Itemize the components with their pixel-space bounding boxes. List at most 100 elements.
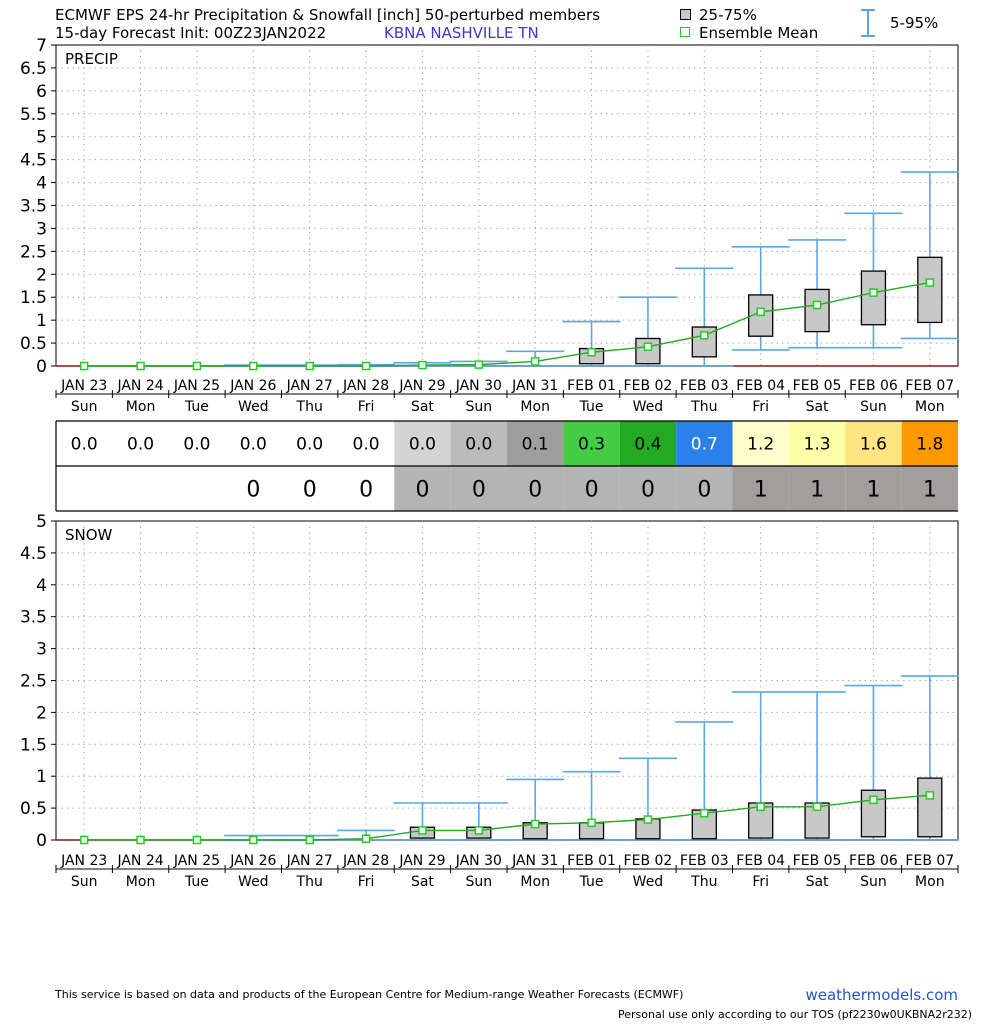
precip-table-cell	[225, 421, 282, 466]
precip-date-label: JAN 24	[116, 378, 163, 394]
precip-table-value: 1.3	[804, 435, 831, 455]
precip-table-cell	[281, 421, 338, 466]
precip-ytick-label: 3	[36, 219, 47, 239]
precip-table-value: 0.7	[691, 435, 718, 455]
snow-date-label: FEB 07	[905, 853, 954, 869]
precip-ytick-label: 2.5	[20, 242, 47, 262]
snow-table-value: 0	[528, 477, 542, 502]
snow-date-label: FEB 03	[680, 853, 729, 869]
precip-table-value: 1.6	[860, 435, 887, 455]
precip-date-label: JAN 23	[60, 378, 107, 394]
snow-table-value: 0	[246, 477, 260, 502]
precip-table-cell	[788, 421, 846, 466]
snow-ytick-label: 1	[36, 767, 47, 787]
snow-weekday-label: Tue	[579, 874, 604, 890]
snow-table-cell	[168, 466, 226, 511]
precip-weekday-label: Sun	[465, 399, 492, 415]
precip-ytick-label: 4	[36, 174, 47, 194]
precip-table-value: 0.4	[634, 435, 661, 455]
precip-table-value: 0.0	[183, 435, 210, 455]
snow-table-value: 0	[697, 477, 711, 502]
precip-iqr-box	[804, 288, 830, 333]
precip-table-value: 0.0	[296, 435, 323, 455]
snow-weekday-label: Wed	[633, 874, 664, 890]
precip-mean-marker	[587, 347, 596, 357]
footer-site-link[interactable]: weathermodels.com	[805, 986, 958, 1004]
forecast-init: 15-day Forecast Init: 00Z23JAN2022	[55, 24, 327, 42]
legend-mean-swatch	[680, 27, 690, 37]
snow-weekday-label: Wed	[238, 874, 269, 890]
chart-title: ECMWF EPS 24-hr Precipitation & Snowfall…	[55, 6, 601, 24]
precip-ytick-label: 7	[36, 36, 47, 56]
snow-date-label: JAN 25	[173, 853, 220, 869]
precip-iqr-box	[860, 270, 887, 326]
snow-ytick-label: 0	[36, 831, 47, 851]
precip-weekday-label: Wed	[238, 399, 269, 415]
precip-weekday-label: Sat	[806, 399, 829, 415]
precip-mean-marker	[361, 361, 371, 371]
precip-mean-marker	[192, 361, 202, 371]
precip-date-label: JAN 25	[173, 378, 220, 394]
precip-mean-marker	[305, 361, 314, 371]
snow-ytick-label: 5	[36, 512, 47, 532]
legend-box-label: 25-75%	[699, 6, 757, 24]
precip-weekday-label: Sun	[860, 399, 887, 415]
precip-ytick-label: 2	[36, 265, 47, 285]
snow-iqr-box	[917, 777, 943, 838]
precip-weekday-label: Mon	[915, 399, 945, 415]
snow-ytick-label: 0.5	[20, 799, 47, 819]
precip-table-value: 1.2	[747, 435, 774, 455]
precip-table-cell	[507, 421, 564, 466]
snow-date-label: JAN 26	[229, 853, 276, 869]
precip-table-value: 0.0	[127, 435, 154, 455]
snow-date-label: JAN 24	[116, 853, 163, 869]
snow-table-value: 1	[754, 477, 768, 502]
footer-tos: Personal use only according to our TOS (…	[618, 1008, 972, 1021]
precip-table-cell	[676, 421, 733, 466]
legend-whisker-icon	[861, 9, 875, 37]
snow-weekday-label: Mon	[520, 874, 550, 890]
snow-date-label: JAN 29	[398, 853, 445, 869]
precip-mean-marker	[249, 361, 258, 371]
snow-table-value: 0	[641, 477, 655, 502]
snow-weekday-label: Sun	[465, 874, 492, 890]
snow-ytick-label: 3	[36, 640, 47, 660]
snow-table-value: 0	[359, 477, 373, 502]
snow-mean-marker	[869, 795, 878, 805]
precip-weekday-label: Sun	[71, 399, 98, 415]
snow-ytick-label: 4.5	[20, 544, 47, 564]
precip-date-label: FEB 06	[849, 378, 898, 394]
snow-table-cell	[507, 466, 564, 511]
snow-mean-marker	[418, 826, 427, 835]
precip-date-label: FEB 01	[567, 378, 616, 394]
snow-panel-label: SNOW	[65, 526, 113, 544]
precip-weekday-label: Fri	[358, 399, 375, 415]
snow-mean-marker	[249, 835, 258, 845]
snow-ytick-label: 1.5	[20, 735, 47, 755]
precip-mean-marker	[418, 360, 427, 370]
snow-table-value: 1	[923, 477, 937, 502]
precip-table-cell	[450, 421, 507, 466]
precip-iqr-box	[917, 256, 943, 324]
snow-table-cell	[281, 466, 338, 511]
snow-ytick-label: 2	[36, 703, 47, 723]
precip-date-label: JAN 28	[342, 378, 389, 394]
snow-date-label: FEB 01	[567, 853, 616, 869]
precip-date-label: JAN 30	[455, 378, 502, 394]
precip-weekday-label: Thu	[690, 399, 717, 415]
precip-table-value: 0.0	[71, 435, 98, 455]
snow-date-label: JAN 23	[60, 853, 107, 869]
precip-panel-label: PRECIP	[65, 50, 118, 68]
precip-date-label: FEB 07	[905, 378, 954, 394]
snow-ytick-label: 2.5	[20, 672, 47, 692]
snow-date-label: JAN 31	[511, 853, 558, 869]
snow-iqr-box	[748, 802, 774, 839]
precip-weekday-label: Wed	[633, 399, 664, 415]
snow-weekday-label: Tue	[184, 874, 209, 890]
snow-table-cell	[563, 466, 620, 511]
footer-disclaimer: This service is based on data and produc…	[55, 988, 684, 1001]
precip-table-cell	[732, 421, 789, 466]
snow-mean-marker	[361, 834, 371, 843]
snow-table-value: 0	[585, 477, 599, 502]
